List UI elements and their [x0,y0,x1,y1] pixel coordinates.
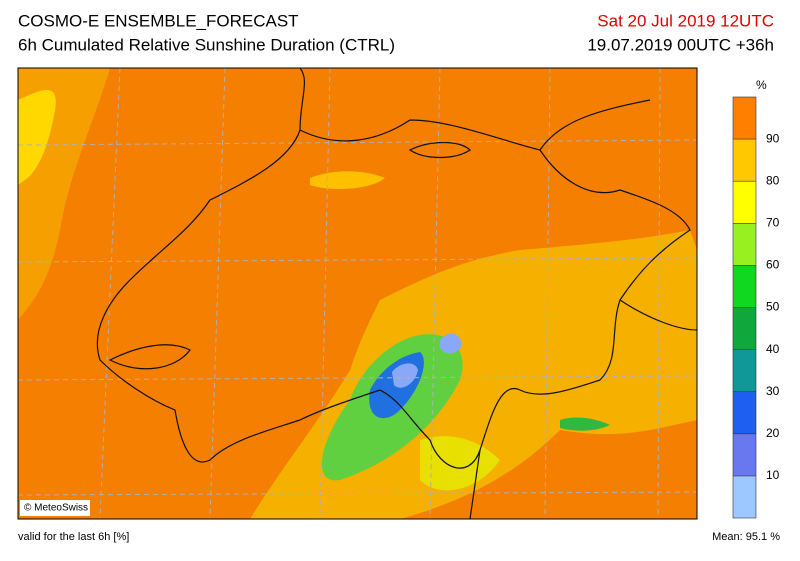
colorbar-segment [733,139,756,182]
map: © MeteoSwiss [17,67,698,520]
colorbar-segment [733,475,756,518]
colorbar-tick-label: 80 [766,173,780,187]
colorbar-tick-label: 60 [766,258,780,272]
colorbar-segment [733,223,756,266]
colorbar-tick-label: 40 [766,342,780,356]
field-patch [560,417,610,431]
colorbar-segment [733,97,756,140]
colorbar: % 10 20 30 40 50 60 70 80 90 [732,78,780,519]
colorbar-segment [733,349,756,392]
subtitle: 6h Cumulated Relative Sunshine Duration … [18,35,395,54]
colorbar-frame [732,96,757,519]
field-patch [440,333,462,354]
map-frame [17,67,698,520]
colorbar-tick-label: 70 [766,215,780,229]
field-patch [392,363,418,388]
run-time: 19.07.2019 00UTC +36h [587,35,774,54]
mean-value: Mean: 95.1 % [712,531,780,543]
credit-box [20,500,90,516]
field-patch [310,171,385,190]
colorbar-tick-label: 30 [766,384,780,398]
valid-time: Sat 20 Jul 2019 12UTC [597,11,774,30]
title: COSMO-E ENSEMBLE_FORECAST [18,11,299,30]
colorbar-segment [733,433,756,476]
colorbar-segment [733,307,756,350]
colorbar-segment [733,391,756,434]
footer-note: valid for the last 6h [%] [18,531,129,543]
field-patch [18,90,56,185]
graticule [17,67,698,520]
credit: © MeteoSwiss [24,503,88,514]
borders [96,67,698,520]
colorbar-tick-label: 90 [766,131,780,145]
colorbar-unit: % [756,78,767,92]
colorbar-tick-label: 20 [766,426,780,440]
colorbar-tick-label: 50 [766,300,780,314]
colorbar-segment [733,181,756,224]
colorbar-tick-label: 10 [766,468,780,482]
colorbar-segment [733,265,756,308]
